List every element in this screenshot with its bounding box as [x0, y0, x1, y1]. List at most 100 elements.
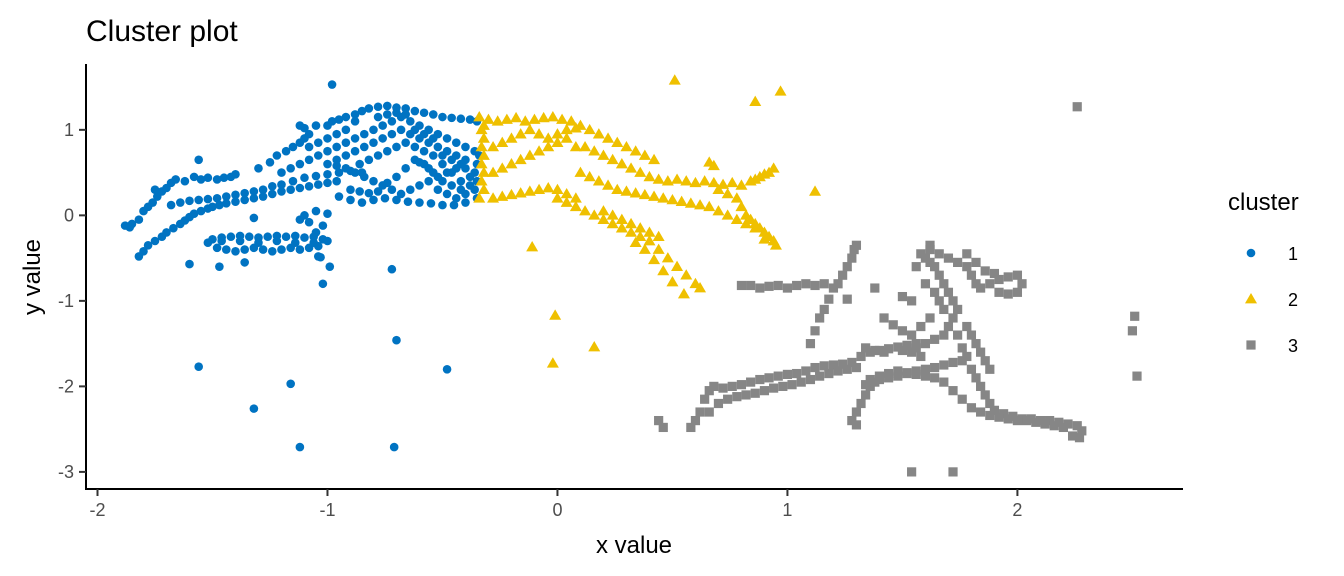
data-point	[334, 168, 344, 177]
data-point	[426, 199, 436, 208]
data-point	[774, 85, 787, 96]
data-point	[976, 347, 986, 357]
y-axis-ticks: -3 -2 -1 0 1	[58, 120, 86, 482]
data-point	[392, 108, 401, 118]
data-point	[1040, 419, 1050, 429]
data-point	[654, 415, 664, 426]
data-point	[475, 175, 488, 186]
data-point	[980, 266, 990, 276]
data-point	[166, 200, 176, 210]
data-point	[948, 386, 958, 396]
data-point	[473, 111, 486, 122]
data-point	[847, 253, 857, 263]
data-point	[1003, 414, 1013, 424]
data-point	[902, 368, 912, 378]
x-tick-label: -1	[319, 500, 335, 520]
data-point	[755, 374, 765, 385]
data-point	[438, 176, 447, 186]
data-point	[523, 149, 536, 160]
data-point	[323, 146, 332, 156]
data-point	[851, 362, 862, 373]
data-point	[387, 129, 397, 139]
data-point	[746, 280, 756, 291]
data-point	[556, 113, 569, 124]
data-point	[625, 217, 638, 229]
data-point	[332, 176, 341, 186]
data-point	[690, 415, 701, 426]
legend-key-2	[1245, 293, 1257, 304]
data-point	[461, 142, 470, 152]
data-point	[943, 253, 954, 263]
data-point	[769, 383, 779, 393]
data-point	[382, 178, 392, 188]
data-point	[560, 123, 573, 135]
data-point	[842, 262, 852, 272]
data-point	[638, 188, 651, 200]
data-point	[405, 185, 415, 195]
data-point	[579, 205, 592, 216]
data-point	[359, 172, 369, 182]
data-point	[442, 134, 452, 143]
data-point	[267, 189, 277, 199]
data-point	[606, 209, 619, 220]
data-point	[943, 287, 954, 297]
data-point	[546, 357, 559, 368]
data-point	[939, 279, 949, 289]
data-point	[709, 381, 719, 391]
data-point	[643, 226, 656, 237]
data-point	[606, 217, 619, 229]
data-point	[680, 269, 693, 280]
data-point	[295, 245, 305, 254]
data-point	[482, 113, 495, 124]
data-point	[588, 145, 601, 156]
data-point	[749, 222, 762, 233]
data-point	[410, 125, 420, 135]
data-point	[449, 200, 459, 210]
points-layer	[120, 74, 1142, 477]
data-point	[392, 142, 401, 152]
data-point	[718, 383, 728, 393]
data-point	[897, 326, 908, 336]
data-point	[254, 164, 263, 173]
data-point	[730, 213, 743, 224]
data-point	[350, 168, 360, 177]
data-point	[212, 243, 222, 253]
data-point	[203, 238, 213, 248]
data-point	[847, 415, 857, 426]
data-point	[240, 258, 249, 267]
data-point	[295, 442, 305, 452]
data-point	[150, 236, 160, 246]
data-point	[382, 110, 392, 119]
data-point	[323, 178, 332, 188]
data-point	[438, 159, 447, 169]
data-point	[194, 362, 203, 372]
data-point	[953, 330, 963, 340]
data-point	[350, 146, 360, 156]
data-point	[579, 140, 592, 152]
data-point	[290, 231, 300, 241]
data-point	[741, 390, 751, 400]
data-point	[428, 110, 438, 119]
legend-label-1: 1	[1288, 244, 1298, 264]
data-point	[304, 181, 314, 191]
data-point	[677, 288, 690, 299]
data-point	[838, 359, 848, 369]
data-point	[569, 140, 582, 152]
data-point	[856, 398, 866, 409]
data-point	[703, 200, 716, 212]
data-point	[208, 202, 217, 212]
data-point	[897, 345, 908, 356]
data-point	[686, 422, 696, 433]
data-point	[300, 233, 309, 242]
data-point	[749, 95, 762, 106]
data-point	[359, 142, 369, 152]
data-point	[985, 398, 995, 409]
data-point	[537, 111, 550, 123]
data-point	[185, 259, 194, 269]
data-point	[907, 296, 917, 306]
data-point	[736, 380, 747, 390]
data-point	[712, 183, 725, 195]
data-point	[189, 172, 199, 182]
data-point	[267, 246, 277, 256]
data-point	[410, 106, 420, 116]
